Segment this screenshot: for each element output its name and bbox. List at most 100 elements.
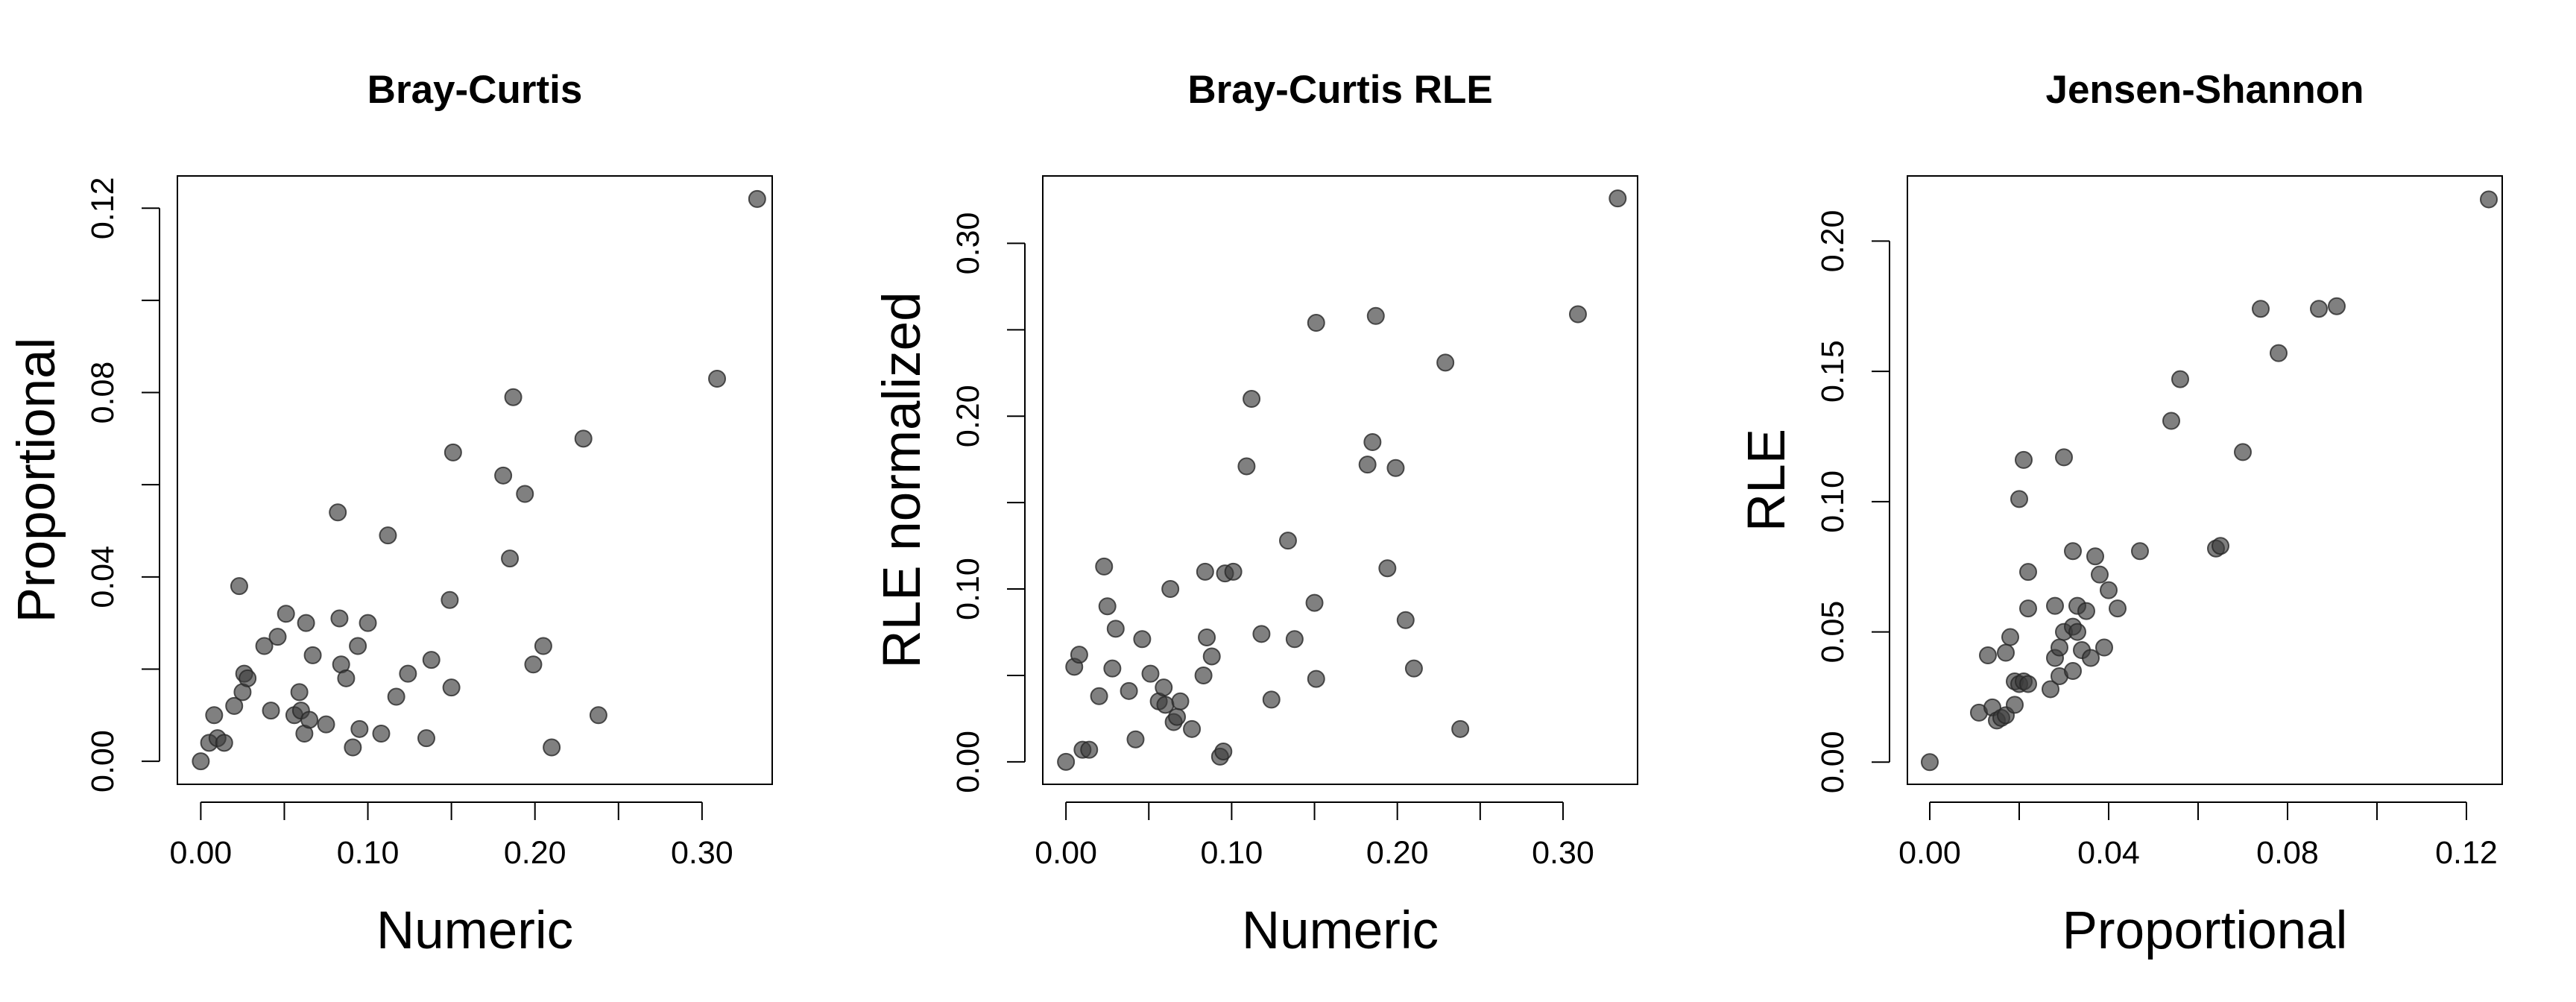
x-axis-label: Proportional <box>2062 901 2348 960</box>
data-point <box>1202 647 1221 666</box>
data-point <box>2086 547 2104 566</box>
data-point <box>1404 659 1423 678</box>
plot-frame <box>177 175 773 785</box>
data-point <box>1237 457 1256 476</box>
data-point <box>1979 646 1997 665</box>
data-point <box>1224 562 1243 581</box>
x-tick-label: 0.04 <box>2077 835 2140 871</box>
data-point <box>2212 537 2229 555</box>
chart-title: Jensen-Shannon <box>2045 68 2364 112</box>
data-point <box>262 702 280 720</box>
y-tick-label: 0.10 <box>950 558 986 620</box>
y-tick-label: 0.08 <box>85 362 121 424</box>
data-point <box>534 637 552 655</box>
scatter-panel-3: Jensen-Shannon 0.00 0.04 0.08 0.12 Proportion… <box>1737 68 2503 960</box>
x-tick-label: 0.10 <box>1201 835 1263 871</box>
data-point <box>1278 532 1297 550</box>
data-point <box>1098 597 1117 616</box>
data-point <box>2064 661 2082 680</box>
data-point <box>215 734 233 752</box>
x-tick-label: 0.10 <box>337 835 400 871</box>
data-point <box>230 577 248 596</box>
x-axis-label: Numeric <box>376 901 573 960</box>
data-point <box>2100 581 2118 599</box>
data-point <box>349 637 367 655</box>
data-point <box>1183 719 1202 738</box>
data-point <box>1141 664 1160 683</box>
data-point <box>350 719 369 738</box>
data-point <box>417 729 435 748</box>
x-tick-label: 0.00 <box>1898 835 1961 871</box>
data-point <box>1161 580 1180 599</box>
data-point <box>2019 599 2037 618</box>
scatter-panel-1: Bray-Curtis 0.00 0.10 0.20 0.30 Numeric 0.00 0.… <box>7 68 773 960</box>
data-point <box>255 637 274 655</box>
data-point <box>2234 443 2252 461</box>
data-point <box>543 738 561 757</box>
data-point <box>192 752 210 771</box>
x-tick-label: 0.20 <box>504 835 566 871</box>
data-point <box>2162 412 2180 430</box>
data-point <box>574 429 593 448</box>
plot-frame <box>1042 175 1638 785</box>
data-point <box>1126 730 1145 749</box>
data-point <box>225 696 244 715</box>
y-axis-label: Proportional <box>7 338 66 623</box>
data-point <box>1307 314 1325 333</box>
data-point <box>344 738 362 757</box>
data-point <box>1307 669 1325 688</box>
data-point <box>2171 370 2189 388</box>
data-point <box>329 503 347 522</box>
data-point <box>1363 433 1382 451</box>
data-point <box>1262 690 1281 709</box>
data-point <box>516 485 534 503</box>
data-point <box>494 466 513 485</box>
data-point <box>1386 459 1405 477</box>
data-point <box>303 646 322 664</box>
data-point <box>268 628 287 646</box>
data-point <box>1285 630 1304 649</box>
data-point <box>205 706 224 725</box>
data-point <box>1451 719 1470 738</box>
data-point <box>1568 305 1587 324</box>
data-point <box>1366 306 1385 325</box>
data-point <box>2015 450 2033 469</box>
data-point <box>1120 681 1138 700</box>
data-point <box>387 687 405 706</box>
data-point <box>2328 297 2346 315</box>
data-point <box>2270 344 2288 362</box>
data-point <box>330 609 349 628</box>
y-axis-label: RLE <box>1737 429 1796 532</box>
data-point <box>277 605 295 623</box>
x-tick-label: 0.00 <box>1035 835 1097 871</box>
data-point <box>359 614 377 632</box>
data-point <box>2068 623 2086 641</box>
data-point <box>1436 353 1455 372</box>
y-tick-label: 0.00 <box>85 730 121 793</box>
data-point <box>524 655 543 674</box>
x-tick-label: 0.00 <box>170 835 233 871</box>
data-point <box>1155 678 1173 697</box>
data-point <box>379 526 397 545</box>
data-point <box>1194 666 1213 684</box>
scatter-panel-2: Bray-Curtis RLE 0.00 0.10 0.20 0.30 Numeric 0.… <box>873 68 1638 960</box>
data-point <box>1609 189 1627 208</box>
data-point <box>2019 563 2037 582</box>
data-point <box>501 549 520 568</box>
data-point <box>2064 542 2082 561</box>
data-point <box>748 189 766 208</box>
y-tick-label: 0.12 <box>85 177 121 239</box>
data-point <box>1171 692 1190 710</box>
x-tick-label: 0.20 <box>1366 835 1429 871</box>
data-point <box>2082 649 2100 667</box>
data-point <box>1196 562 1214 581</box>
data-point <box>1090 687 1108 705</box>
data-point <box>2055 448 2073 467</box>
data-point <box>1198 628 1216 646</box>
data-point <box>2001 628 2019 646</box>
data-point <box>2010 490 2028 508</box>
data-point <box>317 715 335 734</box>
data-point <box>297 614 315 632</box>
data-point <box>337 669 356 687</box>
